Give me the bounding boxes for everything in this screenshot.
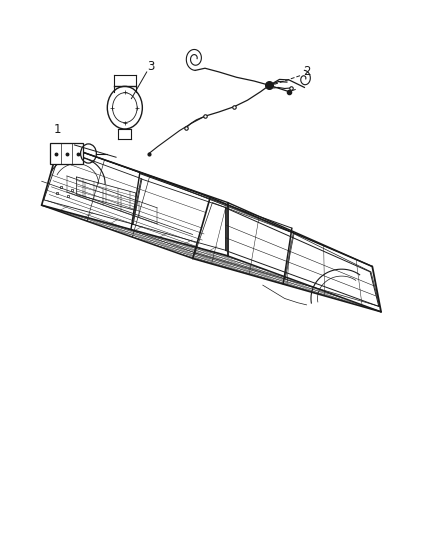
Text: 3: 3	[148, 60, 155, 73]
Text: 2: 2	[303, 66, 311, 78]
FancyBboxPatch shape	[50, 143, 83, 164]
Text: 1: 1	[53, 123, 61, 136]
